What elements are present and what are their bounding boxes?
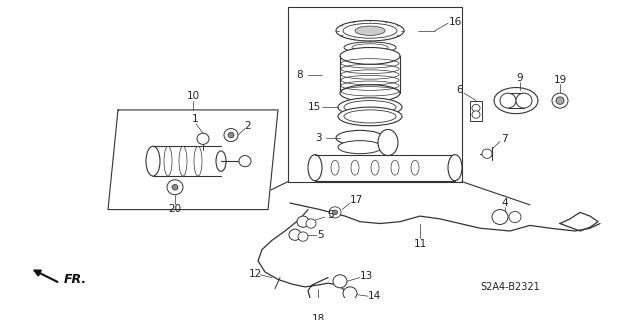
Ellipse shape [216,151,226,172]
Circle shape [333,210,337,215]
Circle shape [197,133,209,144]
Text: 13: 13 [360,271,372,281]
Ellipse shape [391,160,399,175]
Ellipse shape [336,131,384,145]
Text: 5: 5 [326,210,333,220]
Circle shape [228,132,234,138]
Text: 5: 5 [317,230,324,240]
Ellipse shape [448,155,462,181]
Circle shape [224,129,238,141]
Text: FR.: FR. [64,273,87,286]
Circle shape [472,111,480,118]
Circle shape [309,302,321,313]
Text: S2A4-B2321: S2A4-B2321 [480,282,540,292]
Circle shape [172,184,178,190]
Circle shape [329,207,341,218]
Text: 19: 19 [554,75,566,85]
Circle shape [492,210,508,224]
Ellipse shape [308,155,322,181]
Circle shape [472,104,480,112]
Text: 12: 12 [248,269,262,279]
Circle shape [333,275,347,288]
Bar [470,100,482,121]
Circle shape [552,93,568,108]
Ellipse shape [338,98,402,116]
Text: 8: 8 [297,69,303,79]
Text: 15: 15 [307,102,321,112]
Ellipse shape [194,146,202,176]
Text: 16: 16 [449,17,461,27]
Circle shape [343,287,357,300]
Ellipse shape [331,160,339,175]
Polygon shape [108,110,278,210]
Text: 17: 17 [349,195,363,205]
Circle shape [509,212,521,223]
Text: 11: 11 [413,239,427,249]
Text: 18: 18 [312,314,324,320]
Circle shape [482,149,492,158]
Circle shape [500,93,516,108]
Ellipse shape [351,160,359,175]
Circle shape [516,93,532,108]
Ellipse shape [344,110,396,123]
Circle shape [298,232,308,241]
Text: 2: 2 [244,121,252,131]
Ellipse shape [340,47,400,64]
Text: 4: 4 [502,198,508,208]
Text: 20: 20 [168,204,182,214]
Ellipse shape [378,130,398,156]
Ellipse shape [411,160,419,175]
Ellipse shape [336,20,404,41]
Ellipse shape [340,85,400,101]
Text: 6: 6 [457,85,463,95]
Ellipse shape [494,88,538,114]
Ellipse shape [344,42,396,53]
Circle shape [306,219,316,228]
Circle shape [239,156,251,167]
Text: 1: 1 [192,114,198,124]
Ellipse shape [352,44,388,51]
Ellipse shape [164,146,172,176]
Text: 3: 3 [315,133,321,143]
Ellipse shape [371,160,379,175]
Circle shape [167,180,183,195]
Ellipse shape [338,141,382,154]
Text: 14: 14 [367,291,381,301]
Circle shape [556,97,564,104]
Circle shape [297,216,309,227]
Ellipse shape [179,146,187,176]
Ellipse shape [355,26,385,36]
Ellipse shape [344,100,396,114]
Bar [288,7,462,182]
Ellipse shape [146,146,160,176]
Ellipse shape [343,23,397,38]
Text: 10: 10 [186,91,200,101]
Ellipse shape [338,107,402,126]
Circle shape [289,229,301,240]
Text: 9: 9 [516,73,524,83]
Text: 7: 7 [500,134,508,144]
